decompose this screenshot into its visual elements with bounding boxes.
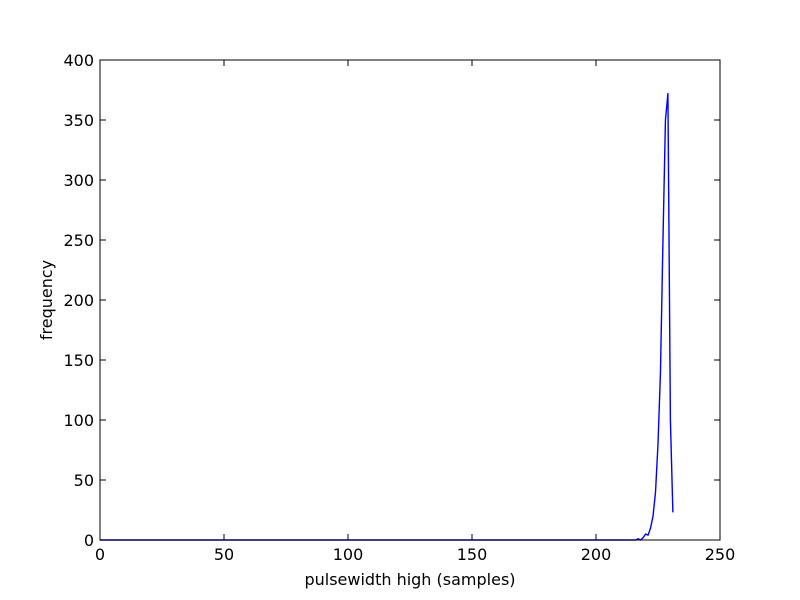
series-line-0 [100, 92, 674, 541]
x-axis-label: pulsewidth high (samples) [304, 570, 515, 589]
x-tick-label-2: 100 [333, 545, 364, 564]
y-tick-label-6: 300 [63, 171, 94, 190]
y-tick-label-7: 350 [63, 111, 94, 130]
x-tick-label-5: 250 [705, 545, 736, 564]
y-tick-label-0: 0 [84, 531, 94, 550]
x-tick-label-1: 50 [214, 545, 234, 564]
y-tick-label-8: 400 [63, 51, 94, 70]
axes: 0 50 100 150 200 250 0 50 100 150 200 250 300 350 400 [63, 51, 735, 564]
plot-area [100, 92, 674, 541]
x-tick-label-3: 150 [457, 545, 488, 564]
y-tick-label-2: 100 [63, 411, 94, 430]
x-tick-label-0: 0 [95, 545, 105, 564]
y-tick-label-5: 250 [63, 231, 94, 250]
y-axis-label: frequency [37, 260, 56, 340]
y-tick-label-4: 200 [63, 291, 94, 310]
x-tick-label-4: 200 [581, 545, 612, 564]
y-tick-label-3: 150 [63, 351, 94, 370]
y-tick-label-1: 50 [74, 471, 94, 490]
